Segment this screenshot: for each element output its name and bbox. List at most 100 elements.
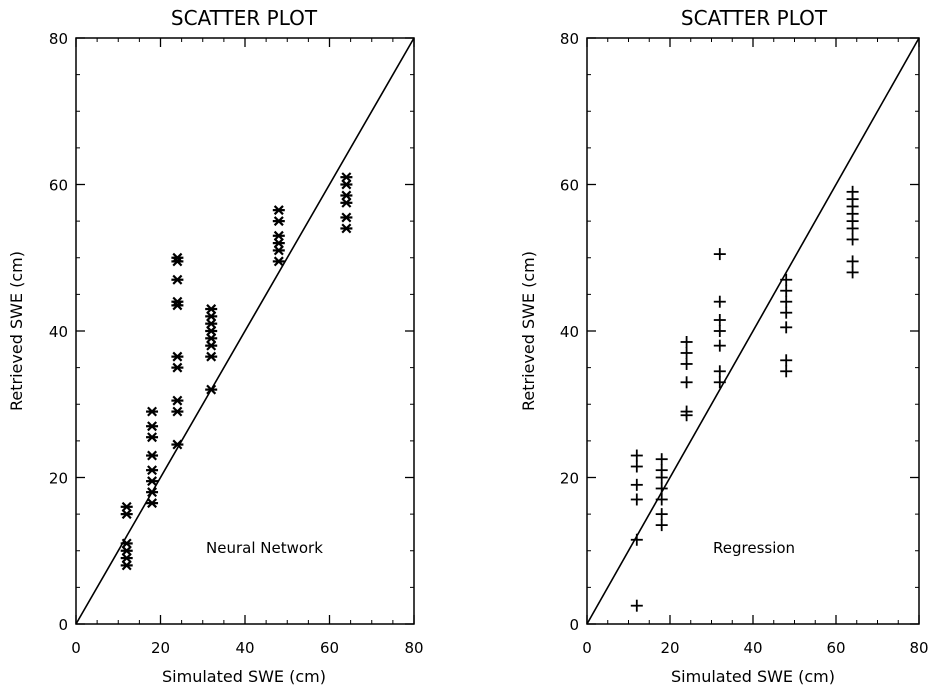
asterisk-marker <box>272 230 285 241</box>
x-tick-label: 60 <box>320 639 339 657</box>
asterisk-marker <box>272 245 285 256</box>
y-tick-label: 0 <box>58 616 68 634</box>
plus-marker <box>713 325 726 337</box>
asterisk-marker <box>120 501 133 512</box>
plus-marker <box>780 321 793 334</box>
one-to-one-line <box>75 37 415 625</box>
y-tick-label: 0 <box>569 616 579 634</box>
y-tick-label: 60 <box>560 177 579 195</box>
asterisk-marker <box>205 326 218 336</box>
plus-marker <box>655 464 668 477</box>
asterisk-marker <box>146 487 159 498</box>
asterisk-marker <box>205 318 218 329</box>
asterisk-marker <box>340 190 353 201</box>
asterisk-marker <box>171 252 184 263</box>
plus-marker <box>630 460 643 473</box>
asterisk-marker <box>272 216 285 227</box>
method-annotation: Regression <box>713 539 795 557</box>
y-axis-label: Retrieved SWE (cm) <box>519 251 538 411</box>
asterisk-marker <box>171 395 184 406</box>
plus-marker <box>713 339 726 352</box>
asterisk-marker <box>340 197 353 208</box>
plus-marker <box>655 519 668 532</box>
asterisk-marker <box>340 223 353 234</box>
panel-title: SCATTER PLOT <box>681 6 828 30</box>
asterisk-marker <box>340 179 353 190</box>
plus-marker <box>630 493 643 506</box>
asterisk-marker <box>340 212 353 223</box>
asterisk-marker <box>146 476 159 487</box>
plus-marker <box>846 255 859 268</box>
y-tick-label: 40 <box>49 323 68 341</box>
y-tick-label: 20 <box>560 470 579 488</box>
plus-marker <box>713 248 726 261</box>
plus-marker <box>680 335 693 348</box>
asterisk-marker <box>120 553 133 564</box>
asterisk-marker <box>171 406 184 417</box>
asterisk-marker <box>205 304 218 315</box>
asterisk-marker <box>146 432 159 443</box>
y-tick-label: 40 <box>560 323 579 341</box>
asterisk-marker <box>120 538 133 549</box>
y-tick-label: 60 <box>49 177 68 195</box>
asterisk-marker <box>272 238 285 249</box>
asterisk-marker <box>205 351 218 362</box>
plus-marker <box>780 273 793 286</box>
plus-marker <box>680 376 693 389</box>
x-tick-label: 0 <box>71 639 81 657</box>
asterisk-marker <box>120 509 133 520</box>
asterisk-marker <box>205 333 218 344</box>
y-tick-label: 20 <box>49 470 68 488</box>
plus-marker <box>680 357 693 370</box>
x-tick-label: 80 <box>909 639 928 657</box>
asterisk-marker <box>120 560 133 571</box>
asterisk-marker <box>272 256 285 267</box>
asterisk-marker <box>171 439 184 450</box>
plus-marker <box>713 365 726 378</box>
asterisk-marker <box>171 274 184 285</box>
asterisk-marker <box>205 311 218 322</box>
x-tick-label: 40 <box>743 639 762 657</box>
plus-marker <box>680 405 693 418</box>
data-marks <box>75 37 415 625</box>
neural-network-scatter-panel: SCATTER PLOT Simulated SWE (cm) Retrieve… <box>7 6 424 686</box>
x-tick-label: 60 <box>826 639 845 657</box>
x-tick-label: 0 <box>582 639 592 657</box>
regression-scatter-panel: SCATTER PLOT Simulated SWE (cm) Retrieve… <box>519 6 929 686</box>
tick-group: 0 20 40 60 80 0 20 40 60 80 <box>49 30 424 657</box>
one-to-one-line <box>586 37 920 625</box>
plus-marker <box>655 493 668 506</box>
plus-marker <box>630 449 643 462</box>
x-axis-label: Simulated SWE (cm) <box>162 667 326 686</box>
asterisk-marker <box>171 351 184 362</box>
tick-group: 0 20 40 60 80 0 20 40 60 80 <box>560 30 929 657</box>
panel-title: SCATTER PLOT <box>171 6 318 30</box>
plus-marker <box>780 354 793 367</box>
asterisk-marker <box>120 545 133 556</box>
y-tick-label: 80 <box>49 30 68 48</box>
method-annotation: Neural Network <box>206 539 323 557</box>
plus-marker <box>713 376 726 389</box>
asterisk-marker <box>146 421 159 432</box>
plus-marker <box>713 314 726 327</box>
plus-marker <box>780 365 793 378</box>
plus-marker <box>780 295 793 308</box>
plus-marker <box>630 599 643 612</box>
plus-marker <box>680 346 693 359</box>
asterisk-marker <box>171 362 184 373</box>
asterisk-marker <box>340 172 353 183</box>
asterisk-marker <box>146 406 159 417</box>
asterisk-marker <box>171 296 184 307</box>
plus-marker <box>655 508 668 521</box>
plus-marker <box>780 284 793 297</box>
x-tick-label: 20 <box>660 639 679 657</box>
asterisk-marker <box>205 384 218 395</box>
plus-marker <box>780 306 793 319</box>
plus-marker <box>846 185 859 198</box>
plus-marker <box>655 482 668 495</box>
x-tick-label: 80 <box>404 639 423 657</box>
asterisk-marker <box>146 450 159 461</box>
data-marks <box>586 37 920 625</box>
y-tick-label: 80 <box>560 30 579 48</box>
